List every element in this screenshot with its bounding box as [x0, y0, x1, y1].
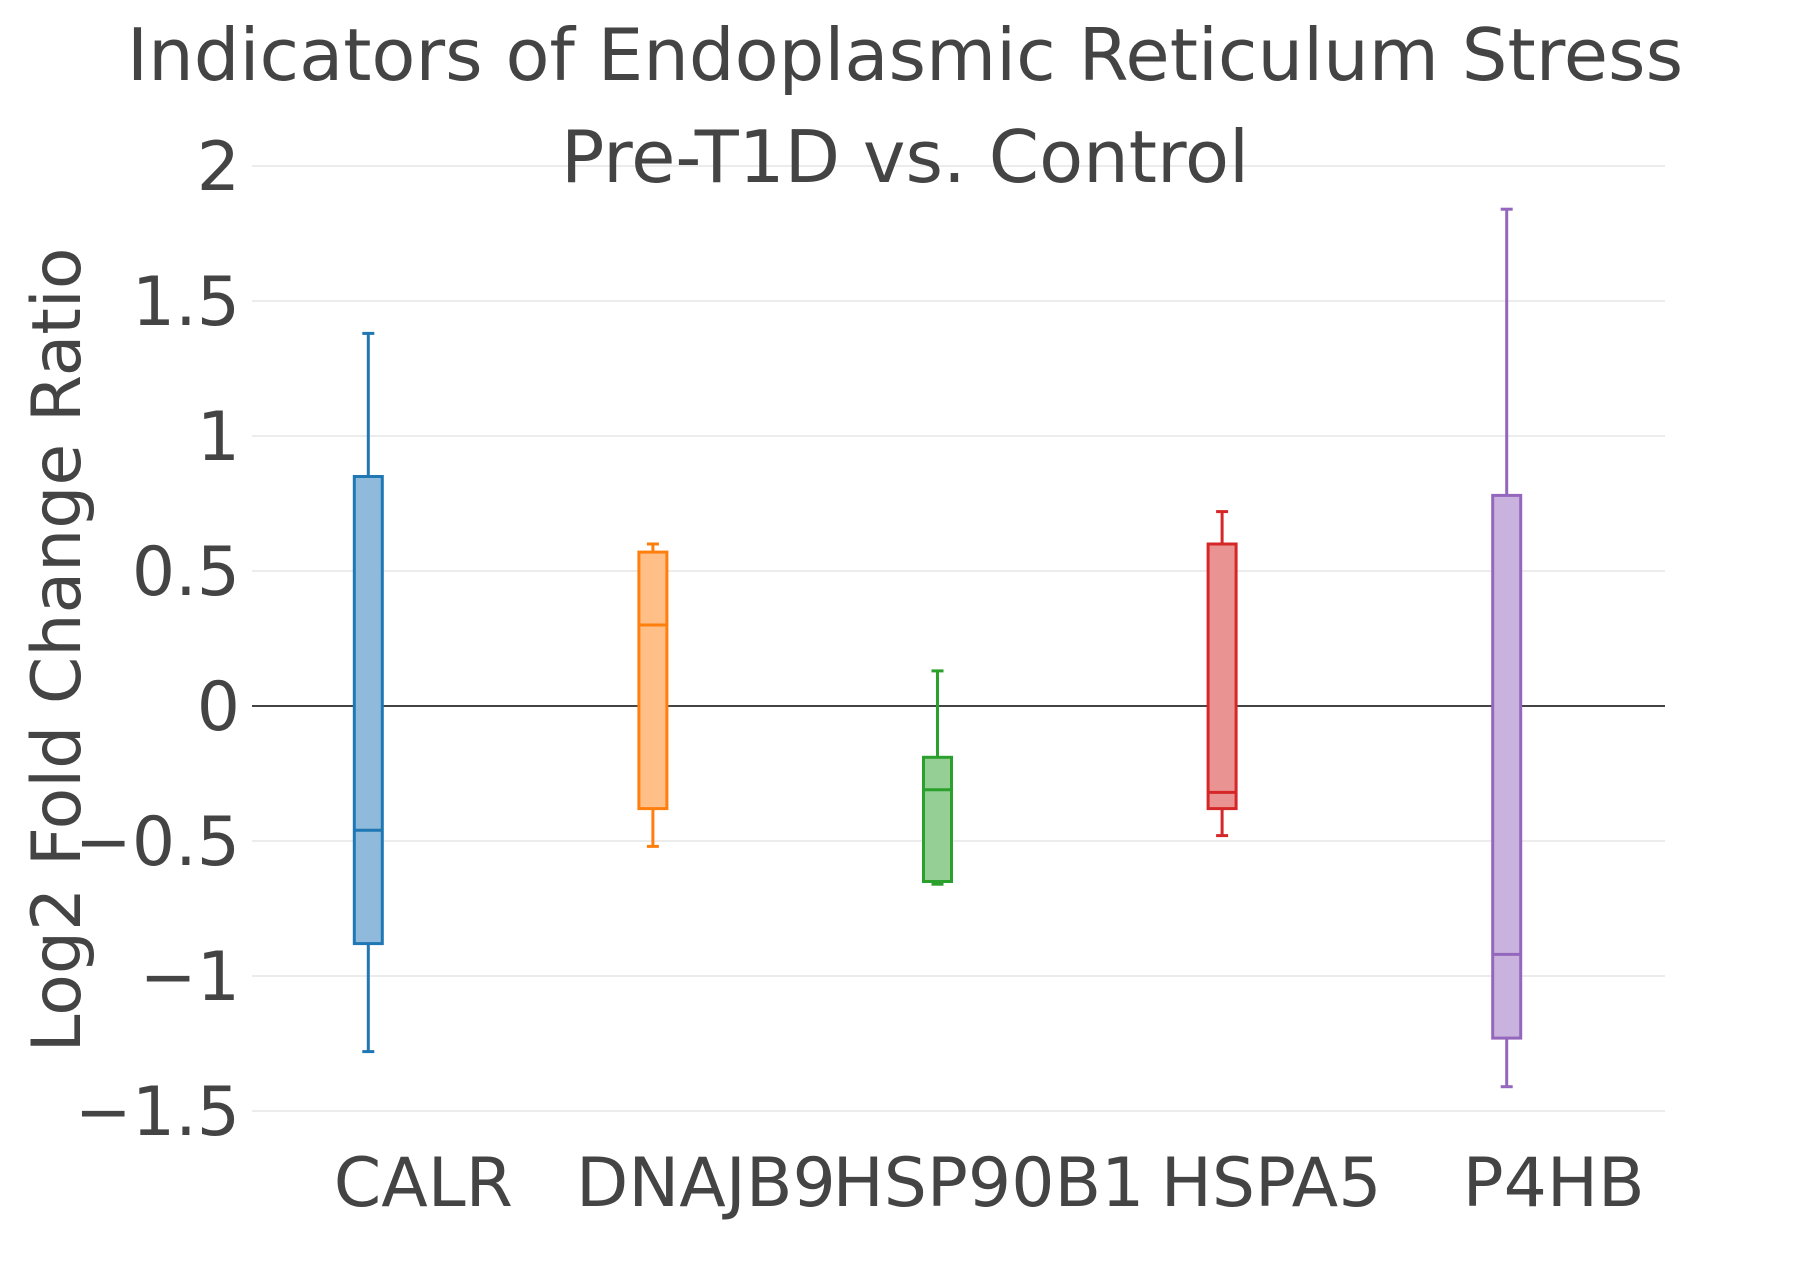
- y-tick-label: 2: [197, 128, 240, 207]
- x-tick-label: CALR: [334, 1144, 513, 1223]
- chart-subtitle: Pre-T1D vs. Control: [561, 115, 1249, 199]
- y-tick-label: 1.5: [132, 263, 240, 342]
- y-tick-label: −1: [140, 938, 240, 1017]
- box-hspa5: [1206, 510, 1238, 838]
- x-tick-label: HSP90B1: [833, 1144, 1145, 1223]
- box-hsp90b1: [922, 669, 953, 886]
- y-tick-label: −0.5: [75, 803, 240, 882]
- chart-title: Indicators of Endoplasmic Reticulum Stre…: [127, 13, 1683, 97]
- y-tick-label: 0.5: [132, 533, 240, 612]
- x-tick-label: HSPA5: [1161, 1144, 1382, 1223]
- gridlines: [252, 165, 1665, 1112]
- x-tick-label: P4HB: [1463, 1144, 1645, 1223]
- y-tick-label: 0: [197, 668, 240, 747]
- interquartile-box: [352, 475, 384, 946]
- x-tick-label: DNAJB9: [576, 1144, 836, 1223]
- box-calr: [352, 331, 384, 1054]
- y-axis-ticks: 2 1.5 1 0.5 0 −0.5 −1 −1.5: [75, 128, 240, 1152]
- y-tick-label: −1.5: [75, 1073, 240, 1152]
- interquartile-box: [637, 550, 669, 811]
- interquartile-box: [922, 755, 953, 883]
- interquartile-box: [1206, 542, 1238, 811]
- box-series: [352, 207, 1523, 1089]
- interquartile-box: [1491, 493, 1523, 1040]
- box-p4hb: [1491, 207, 1523, 1089]
- box-dnajb9: [637, 542, 669, 848]
- y-axis-title: Log2 Fold Change Ratio: [18, 248, 97, 1053]
- y-tick-label: 1: [197, 398, 240, 477]
